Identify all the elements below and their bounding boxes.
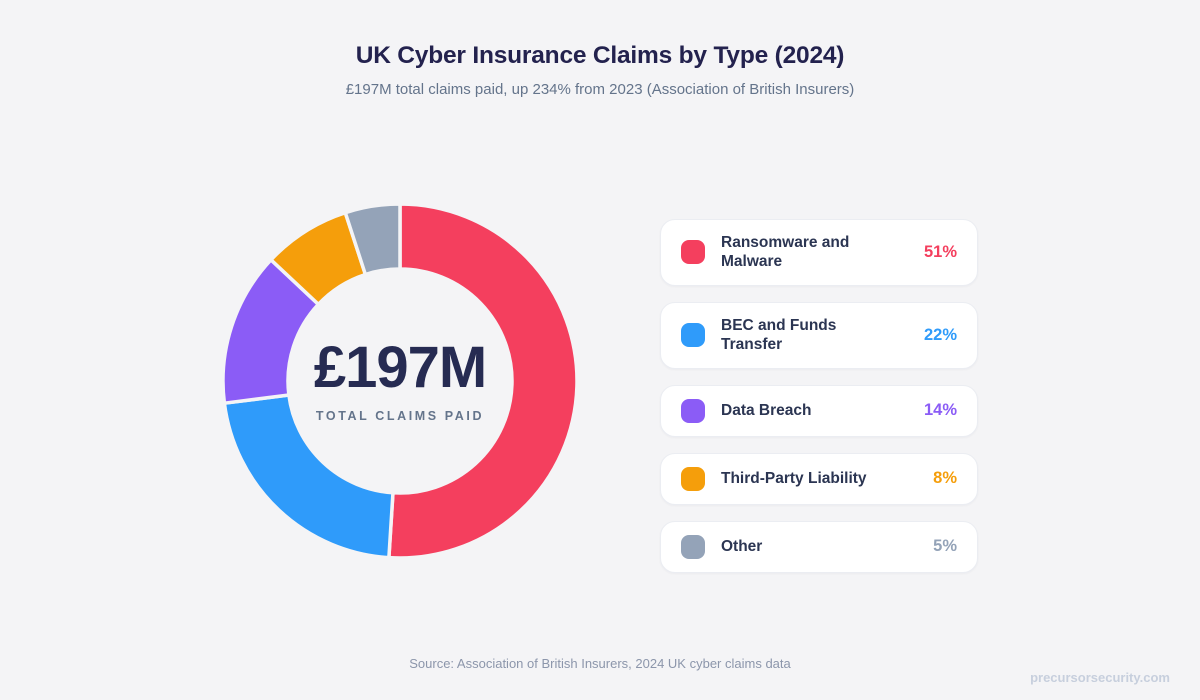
- legend-item: Third-Party Liability 8%: [660, 452, 978, 505]
- legend-item-value: 5%: [933, 537, 957, 555]
- legend: Ransomware and Malware 51% BEC and Funds…: [660, 219, 978, 573]
- legend-item-label: Third-Party Liability: [721, 469, 867, 487]
- legend-color-swatch: [681, 323, 705, 348]
- legend-item-label: Other: [721, 537, 763, 555]
- chart-header: UK Cyber Insurance Claims by Type (2024)…: [0, 42, 1200, 98]
- legend-item-value: 8%: [933, 469, 957, 487]
- legend-color-swatch: [681, 398, 705, 423]
- legend-item-value: 14%: [923, 401, 957, 419]
- legend-item-label: BEC and Funds Transfer: [721, 316, 837, 354]
- legend-item: Ransomware and Malware 51%: [660, 219, 978, 286]
- donut-slice-ransomware-and-malware: [387, 202, 579, 560]
- donut-slice-bec-and-funds-transfer: [222, 393, 395, 560]
- donut-chart-svg: [221, 202, 579, 560]
- legend-color-swatch: [681, 240, 705, 265]
- legend-item: BEC and Funds Transfer 22%: [660, 301, 978, 369]
- legend-color-swatch: [681, 534, 705, 559]
- donut-chart: £197M TOTAL CLAIMS PAID: [200, 181, 600, 581]
- page-title: UK Cyber Insurance Claims by Type (2024): [355, 42, 845, 69]
- source-attribution: Source: Association of British Insurers,…: [409, 656, 791, 671]
- legend-item-label: Ransomware and Malware: [721, 234, 850, 271]
- legend-color-swatch: [681, 466, 705, 491]
- legend-item: Other 5%: [660, 520, 978, 573]
- page-subtitle: £197M total claims paid, up 234% from 20…: [345, 81, 855, 98]
- donut-slice-other: [343, 202, 402, 277]
- watermark-url: precursorsecurity.com: [1030, 670, 1170, 685]
- legend-item-label: Data Breach: [721, 401, 812, 419]
- legend-item-value: 51%: [923, 242, 957, 261]
- legend-item: Data Breach 14%: [660, 384, 978, 437]
- legend-item-value: 22%: [923, 325, 957, 344]
